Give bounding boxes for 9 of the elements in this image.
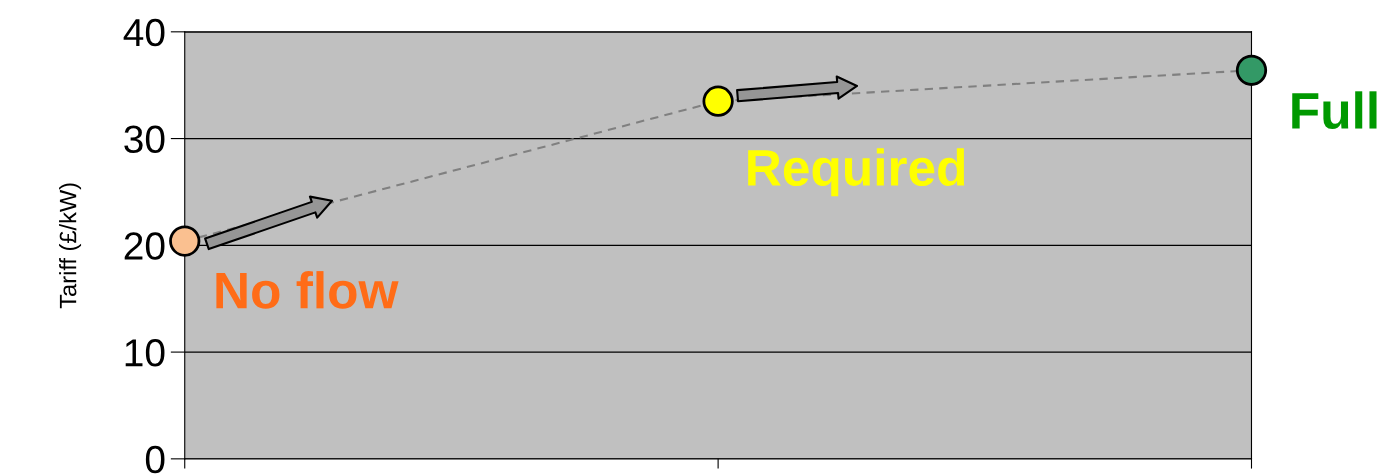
y-tick-label: 30 — [124, 125, 165, 154]
y-tick-label: 40 — [123, 18, 165, 47]
y-axis-title: Tariff (£/kW) — [59, 183, 82, 309]
y-tick-label: 20 — [124, 232, 165, 260]
series-label: Full — [1292, 91, 1377, 130]
series-label: Required — [748, 148, 965, 197]
y-tick-label: 0 — [145, 445, 165, 474]
y-tick-label: 10 — [125, 339, 165, 367]
series-label: No flow — [216, 271, 399, 309]
